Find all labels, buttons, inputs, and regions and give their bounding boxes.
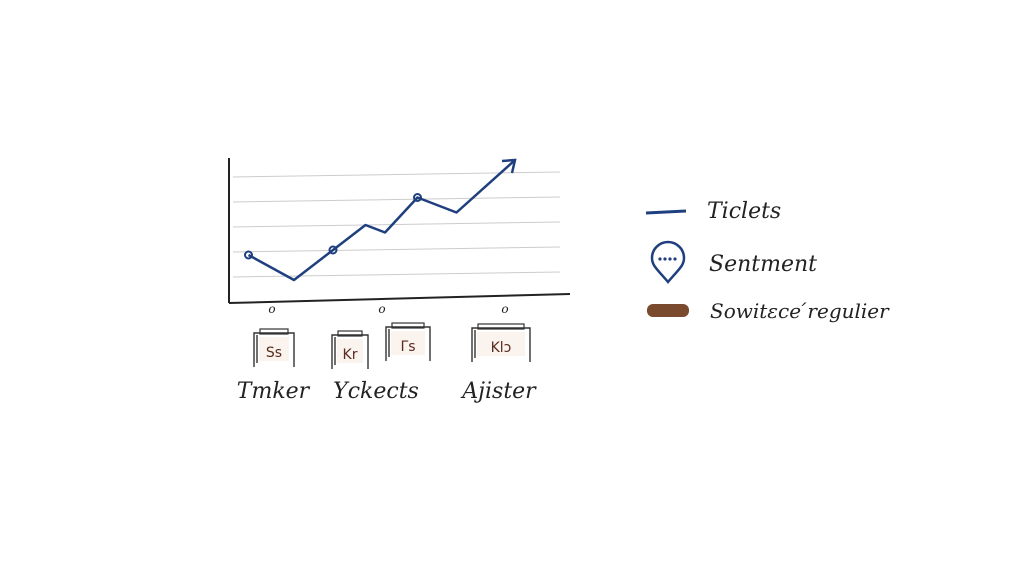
gridline: [232, 171, 561, 178]
series-line: [247, 159, 516, 282]
brown-swatch-icon: [647, 304, 689, 317]
category-label: Yckects: [333, 379, 419, 404]
category-box-label: Klɔ: [491, 340, 512, 356]
category-label: Tmker: [237, 379, 311, 404]
category-box-label: Ss: [266, 345, 282, 361]
gridlines: [232, 171, 561, 278]
legend: Ticlets Sentment Sowitεce ́regulier: [645, 199, 890, 323]
category-boxes: Ss Kr Γs Klɔ: [253, 322, 531, 369]
category-label: Ajister: [460, 379, 537, 404]
series-ticlets: [244, 158, 517, 282]
speech-pin-icon: [650, 240, 686, 284]
category-box-label: Kr: [343, 347, 358, 363]
data-point: [328, 245, 338, 255]
x-tick-mark: o: [378, 302, 385, 316]
category-box: Klɔ: [471, 323, 531, 362]
legend-label-regulier: Sowitεce ́regulier: [710, 299, 890, 323]
category-box-label: Γs: [400, 339, 415, 355]
category-box: Ss: [253, 328, 295, 367]
data-point: [413, 193, 422, 202]
legend-label-sentment: Sentment: [709, 252, 817, 277]
x-tick-mark: o: [501, 302, 508, 316]
x-axis: [228, 293, 571, 304]
gridline: [232, 221, 561, 228]
line-icon: [645, 209, 687, 215]
category-box: Γs: [385, 322, 431, 361]
category-labels: Tmker Yckects Ajister: [237, 379, 537, 404]
category-box: Kr: [331, 330, 369, 369]
gridline: [232, 246, 561, 253]
gridline: [232, 196, 561, 203]
trend-arrow-head: [501, 158, 517, 174]
data-point: [244, 250, 253, 260]
x-tick-mark: o: [268, 302, 275, 316]
legend-label-ticlets: Ticlets: [707, 199, 781, 224]
